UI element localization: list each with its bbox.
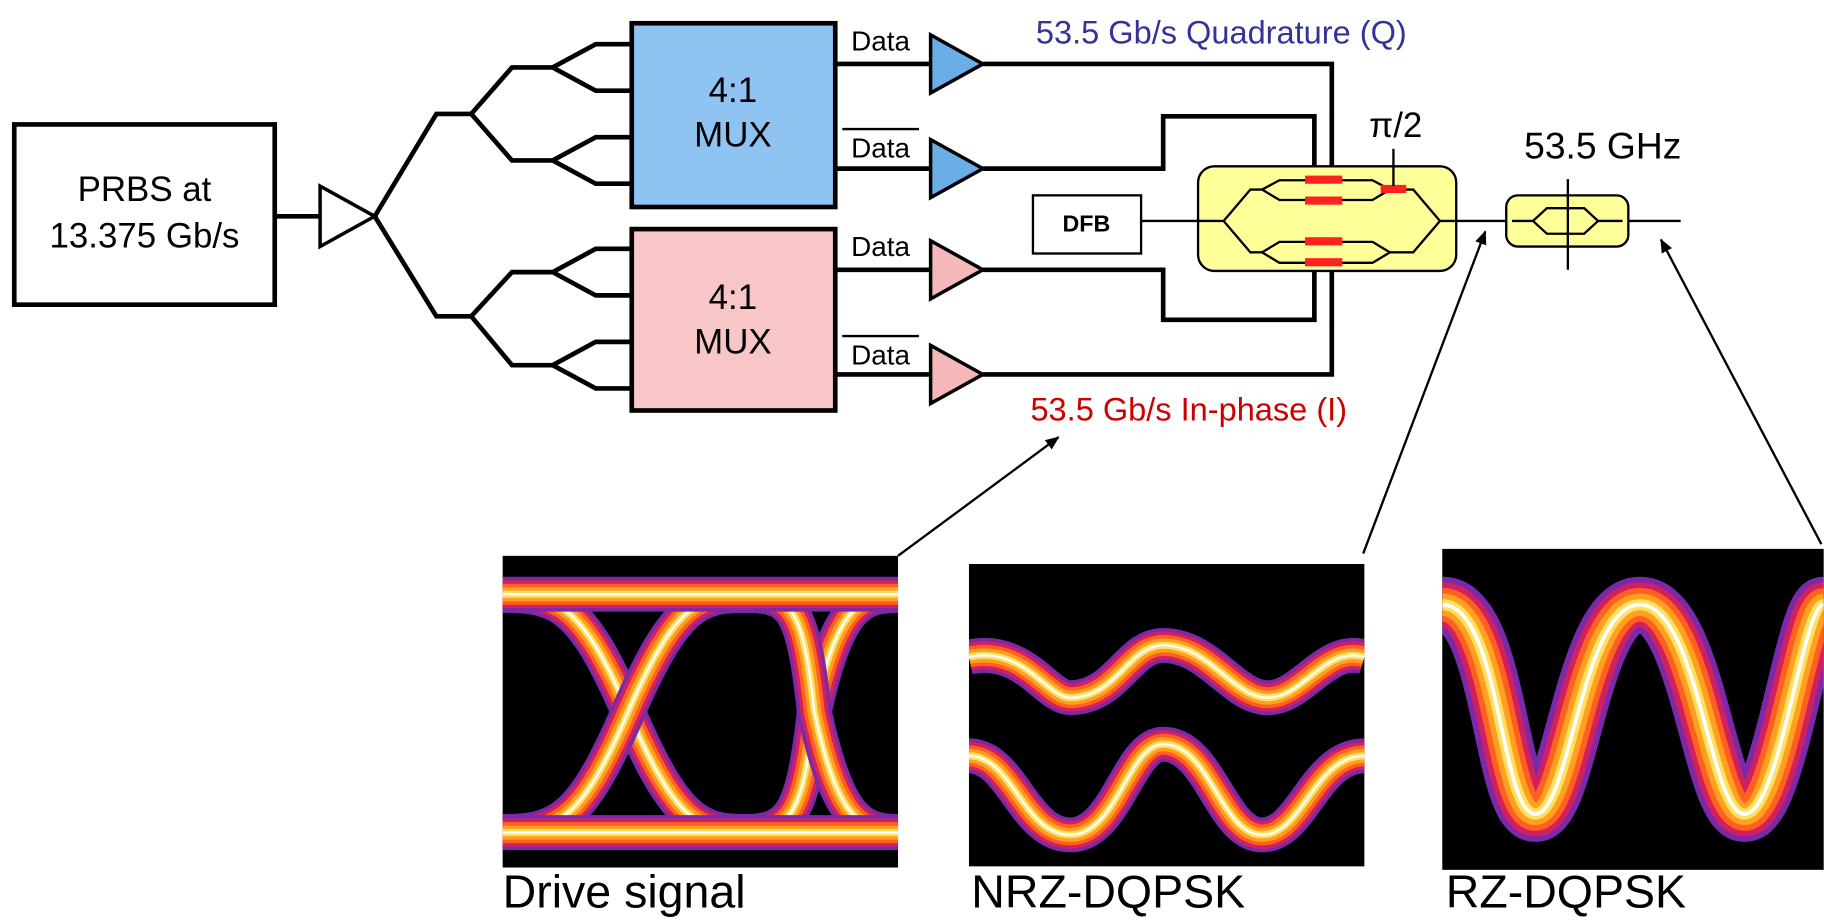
eye-caption: NRZ-DQPSK bbox=[971, 866, 1245, 918]
driver bbox=[931, 35, 983, 93]
driver bbox=[931, 241, 983, 299]
quadrature-label: 53.5 Gb/s Quadrature (Q) bbox=[1036, 14, 1407, 50]
mux-box bbox=[632, 229, 836, 410]
data-bar-label: Data bbox=[851, 339, 910, 370]
eye-caption: Drive signal bbox=[503, 866, 746, 918]
amplifier bbox=[320, 186, 375, 246]
diagram: PRBS at 13.375 Gb/s 4:1 MUX 4:1 MUX Data… bbox=[0, 0, 1824, 921]
mux-label: 4:1 bbox=[709, 71, 757, 110]
data-label: Data bbox=[851, 25, 910, 56]
eye-caption: RZ-DQPSK bbox=[1446, 866, 1686, 918]
data-label: Data bbox=[851, 231, 910, 262]
prbs-label: 13.375 Gb/s bbox=[49, 217, 239, 256]
mux-label: 4:1 bbox=[709, 278, 757, 317]
mux-label: MUX bbox=[694, 322, 772, 361]
wire bbox=[835, 64, 930, 374]
mux-label: MUX bbox=[694, 115, 772, 154]
prbs-label: PRBS at bbox=[78, 170, 212, 209]
driver bbox=[931, 140, 983, 198]
prbs-box bbox=[14, 124, 274, 304]
phase-label: π/2 bbox=[1369, 106, 1422, 145]
carver-label: 53.5 GHz bbox=[1524, 125, 1681, 167]
data-bar-label: Data bbox=[851, 132, 910, 163]
driver bbox=[931, 345, 983, 403]
in-phase-label: 53.5 Gb/s In-phase (I) bbox=[1030, 391, 1347, 427]
dfb-label: DFB bbox=[1063, 211, 1111, 237]
wire bbox=[375, 44, 632, 388]
